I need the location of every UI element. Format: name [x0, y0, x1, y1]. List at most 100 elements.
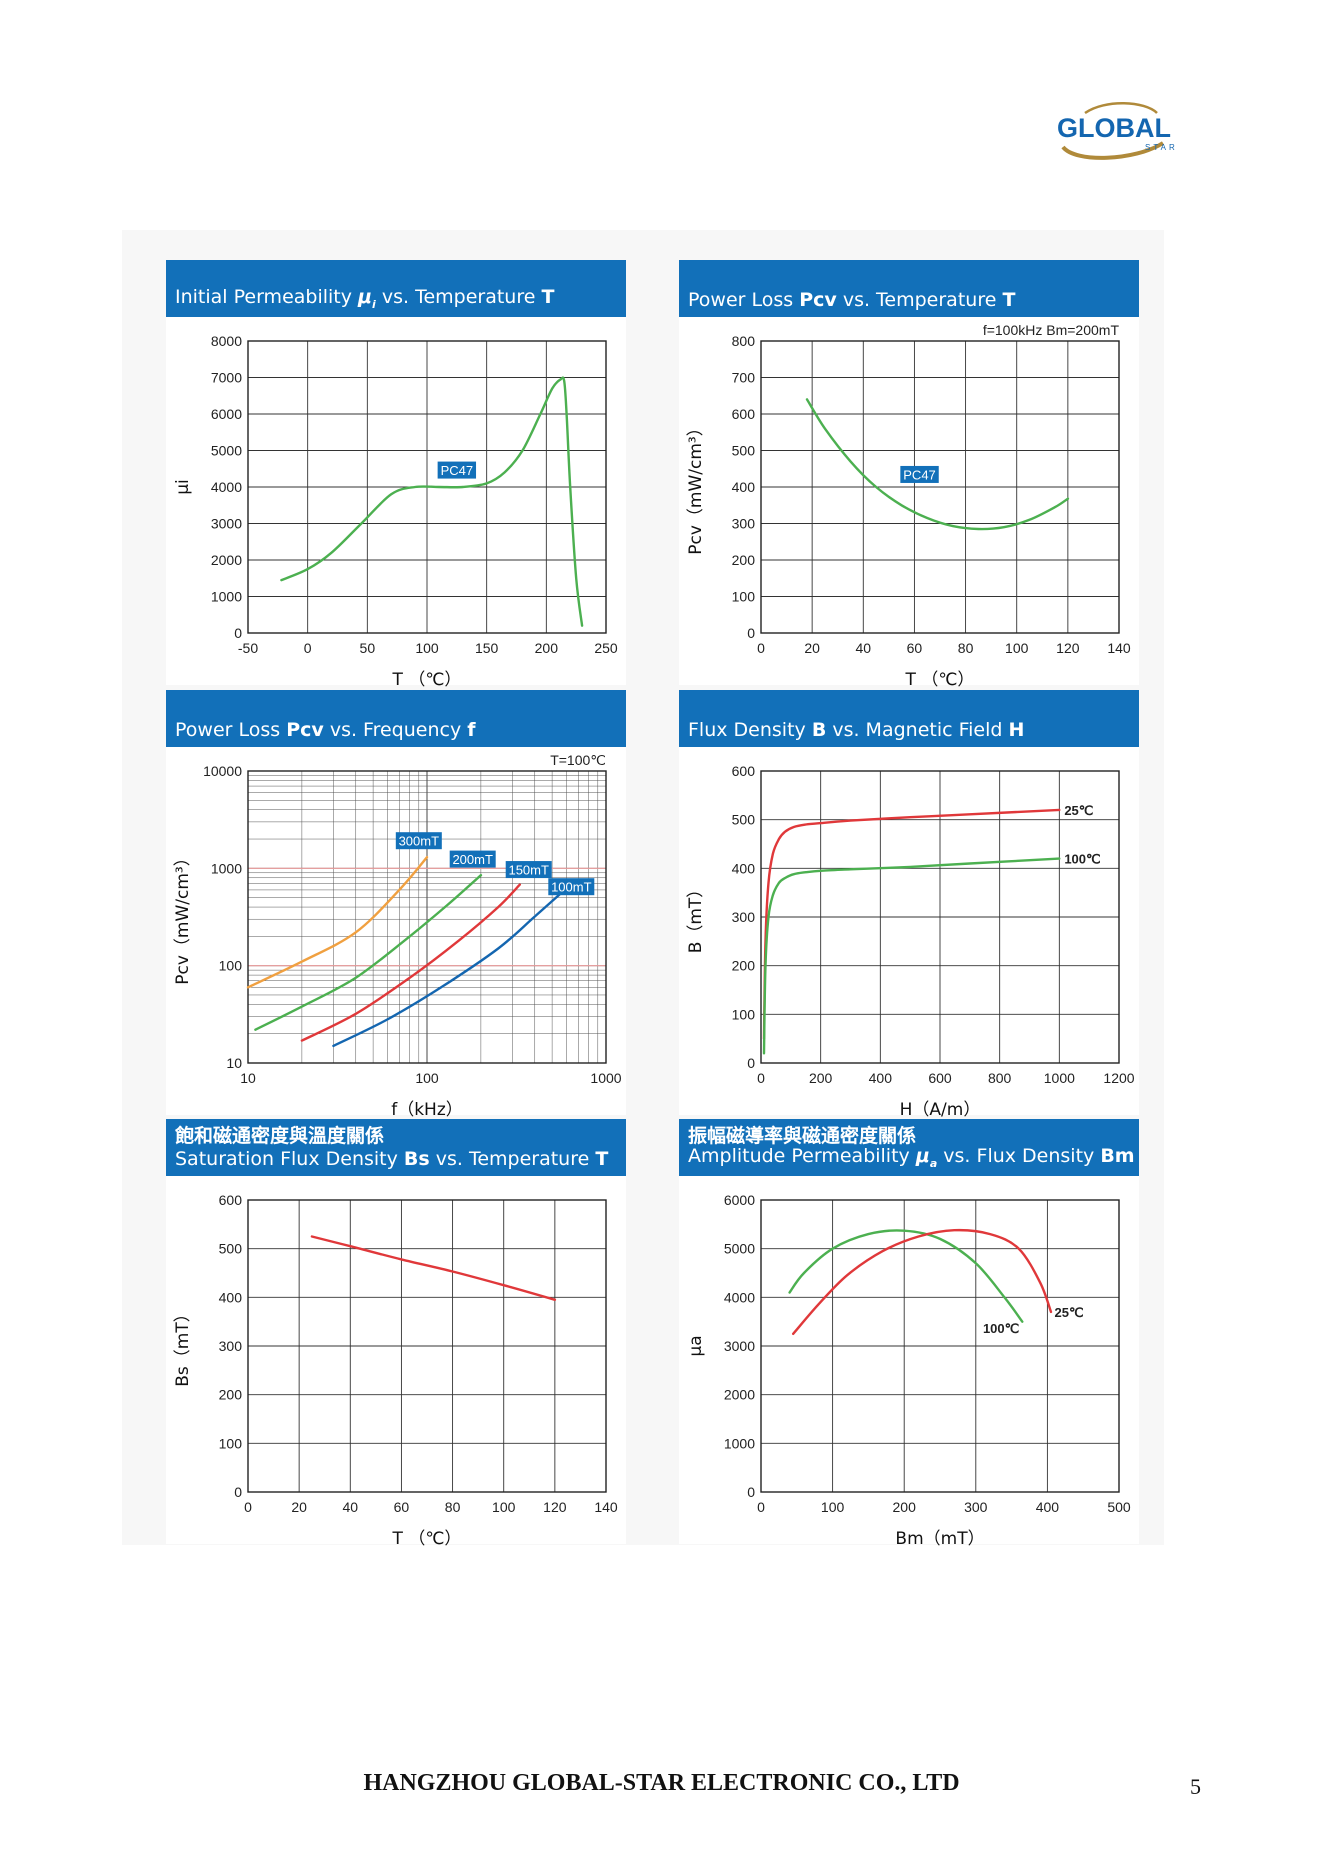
series-line: [310, 1235, 557, 1301]
y-tick-label: 3000: [724, 1338, 755, 1354]
series-tag-label: 200mT: [452, 852, 493, 867]
y-tick-label: 4000: [724, 1289, 755, 1305]
logo-subtext: STAR: [1145, 143, 1178, 152]
y-tick-label: 500: [732, 812, 756, 828]
x-tick-label: 80: [445, 1499, 461, 1515]
y-tick-label: 300: [732, 909, 756, 925]
y-axis-label: Pcv（mW/cm³）: [686, 419, 706, 554]
panel-header: Power Loss Pcv vs. Temperature T: [679, 260, 1139, 317]
chart-title: Amplitude Permeability μa vs. Flux Densi…: [688, 1145, 1135, 1170]
y-tick-label: 3000: [211, 516, 242, 532]
y-tick-label: 300: [219, 1338, 243, 1354]
panel-pcv-freq: Power Loss Pcv vs. Frequency f 10 100 1000…: [166, 690, 626, 1120]
panel-bs-temp: 飽和磁通密度與溫度關係 Saturation Flux Density Bs v…: [166, 1119, 626, 1549]
series-line: [762, 857, 1061, 1055]
chart-pcv-temp: 0 20 40 60 80 100 120 140 0 100 200 300 400 500 600 700…: [686, 322, 1131, 690]
x-axis-label: T （℃）: [905, 670, 975, 690]
y-tick-label: 800: [732, 333, 756, 349]
x-tick-label: 120: [543, 1499, 567, 1515]
x-tick-label: 100: [1005, 640, 1029, 656]
y-tick-label: 5000: [211, 443, 242, 459]
series-tag-box: [900, 465, 939, 483]
x-tick-label: 100: [821, 1499, 845, 1515]
x-tick-label: 200: [809, 1070, 833, 1086]
y-tick-label: 200: [219, 1387, 243, 1403]
series-tag-box: [505, 861, 552, 879]
y-axis-label: Pcv（mW/cm³）: [173, 849, 193, 984]
footer-company: HANGZHOU GLOBAL-STAR ELECTRONIC CO., LTD: [363, 1770, 960, 1796]
series-tag-box: [548, 878, 595, 896]
x-tick-label: 600: [928, 1070, 952, 1086]
y-tick-label: 0: [747, 1055, 755, 1071]
series-line: [792, 1228, 1053, 1335]
x-tick-label: 150: [475, 640, 499, 656]
series-tag: 300mT: [395, 832, 442, 850]
y-tick-label: 100: [732, 589, 756, 605]
x-tick-label: 200: [535, 640, 559, 656]
y-tick-label: 600: [219, 1192, 243, 1208]
series-tag-label: 300mT: [399, 834, 440, 849]
series-line: [300, 883, 521, 1042]
chart-title: Saturation Flux Density Bs vs. Temperatu…: [175, 1148, 609, 1170]
x-tick-label: 800: [988, 1070, 1012, 1086]
x-tick-label: -50: [238, 640, 258, 656]
curve-label: 100℃: [983, 1321, 1019, 1336]
logo-text: GLOBAL: [1057, 113, 1171, 143]
chart-title: Flux Density B vs. Magnetic Field H: [688, 719, 1025, 741]
panel-header: Initial Permeability μi vs. Temperature …: [166, 260, 626, 317]
y-tick-label: 100: [219, 958, 243, 974]
y-tick-label: 200: [732, 958, 756, 974]
y-tick-label: 6000: [211, 406, 242, 422]
y-tick-label: 600: [732, 763, 756, 779]
plot-frame: [247, 340, 607, 634]
x-tick-label: 20: [291, 1499, 307, 1515]
y-tick-label: 100: [732, 1006, 756, 1022]
y-axis-label: B（mT）: [686, 881, 706, 954]
series-line: [332, 887, 568, 1048]
chart-ui-temp: -50 0 50 100 150 200 2500100020003000400050006…: [173, 333, 618, 690]
chart-note: T=100℃: [550, 752, 606, 768]
x-axis-label: H（A/m）: [900, 1100, 981, 1120]
y-tick-label: 200: [732, 552, 756, 568]
x-tick-label: 0: [757, 1499, 765, 1515]
series-line: [805, 398, 1070, 531]
y-tick-label: 400: [732, 479, 756, 495]
x-axis-label: Bm（mT）: [895, 1529, 984, 1549]
panel-header: Power Loss Pcv vs. Frequency f: [166, 690, 626, 747]
y-tick-label: 4000: [211, 479, 242, 495]
x-tick-label: 140: [1107, 640, 1131, 656]
chart-title-cn: 振幅磁導率與磁通密度關係: [688, 1125, 917, 1147]
series-tag-box: [437, 461, 477, 479]
x-tick-label: 120: [1056, 640, 1080, 656]
panel-ui-temp: Initial Permeability μi vs. Temperature …: [166, 260, 626, 690]
y-tick-label: 6000: [724, 1192, 755, 1208]
y-tick-label: 500: [732, 443, 756, 459]
panel-header: 振幅磁導率與磁通密度關係 Amplitude Permeability μa v…: [679, 1119, 1139, 1176]
x-tick-label: 20: [804, 640, 820, 656]
global-star-logo: GLOBAL STAR: [1057, 102, 1178, 160]
x-tick-label: 400: [869, 1070, 893, 1086]
y-tick-label: 1000: [724, 1435, 755, 1451]
x-tick-label: 0: [304, 640, 312, 656]
y-axis-label: Bs（mT）: [173, 1305, 193, 1386]
y-tick-label: 2000: [211, 552, 242, 568]
series-line: [254, 874, 483, 1031]
plot-frame: [760, 1199, 1120, 1493]
x-tick-label: 500: [1107, 1499, 1131, 1515]
plot-frame: [760, 340, 1120, 634]
chart-title: Power Loss Pcv vs. Frequency f: [175, 719, 476, 741]
x-tick-label: 0: [244, 1499, 252, 1515]
y-tick-label: 300: [732, 516, 756, 532]
y-tick-label: 8000: [211, 333, 242, 349]
x-tick-label: 140: [594, 1499, 618, 1515]
x-tick-label: 80: [958, 640, 974, 656]
y-axis-label: μa: [686, 1335, 706, 1356]
panel-pcv-temp: Power Loss Pcv vs. Temperature T 0 20 40 60…: [679, 260, 1139, 690]
x-tick-label: 1000: [590, 1070, 621, 1086]
series-tag: 100mT: [548, 878, 595, 896]
x-tick-label: 1200: [1103, 1070, 1134, 1086]
x-tick-label: 200: [893, 1499, 917, 1515]
x-tick-label: 100: [415, 640, 439, 656]
chart-pcv-freq: 10 100 1000 10 100 1000 10000 f（kHz） Pcv（mW/cm³）…: [173, 752, 622, 1120]
x-tick-label: 60: [907, 640, 923, 656]
